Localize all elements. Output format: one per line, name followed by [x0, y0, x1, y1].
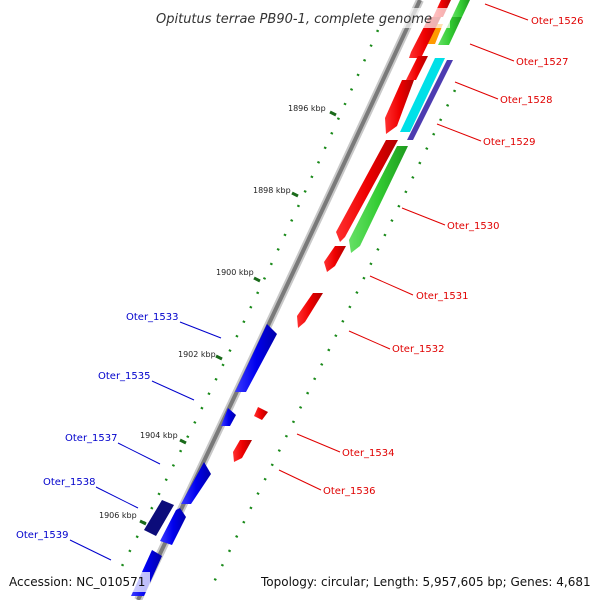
gene-oter-1538 [160, 508, 186, 545]
reverse-gene-callouts [69, 321, 222, 561]
gene-label-oter-1527[interactable]: Oter_1527 [516, 57, 569, 68]
genome-backbone [134, 0, 424, 600]
footer-backdrop-right [256, 572, 596, 592]
gene-label-oter-1536[interactable]: Oter_1536 [323, 486, 376, 497]
kbp-label: 1904 kbp [140, 431, 178, 440]
kbp-label: 1898 kbp [253, 186, 291, 195]
gene-label-oter-1529[interactable]: Oter_1529 [483, 137, 536, 148]
kbp-label: 1906 kbp [99, 511, 137, 520]
gene-label-oter-1533[interactable]: Oter_1533 [126, 312, 179, 323]
gc-content-dots [118, 29, 457, 591]
kbp-ticks [139, 110, 337, 526]
forward-genes [233, 0, 470, 462]
gene-label-oter-1539[interactable]: Oter_1539 [16, 530, 69, 541]
gene-label-oter-1532[interactable]: Oter_1532 [392, 344, 445, 355]
gene-oter-1528 [406, 56, 428, 80]
gene-oter-1530-green [349, 146, 408, 253]
kbp-label: 1896 kbp [288, 104, 326, 113]
gene-oter-1534 [254, 407, 268, 420]
gene-label-oter-1535[interactable]: Oter_1535 [98, 371, 151, 382]
gene-oter-1529-purple [407, 60, 453, 140]
map-title: Opitutus terrae PB90-1, complete genome [156, 12, 432, 27]
gene-label-oter-1534[interactable]: Oter_1534 [342, 448, 395, 459]
accession-text: Accession: NC_010571 [9, 575, 145, 589]
gene-label-oter-1537[interactable]: Oter_1537 [65, 433, 118, 444]
gene-oter-1533 [235, 324, 277, 392]
kbp-label: 1900 kbp [216, 268, 254, 277]
gene-label-oter-1530[interactable]: Oter_1530 [447, 221, 500, 232]
gene-oter-1538-dark [144, 500, 174, 536]
gene-oter-1531 [324, 246, 346, 272]
reverse-gene-labels: Oter_1533 Oter_1535 Oter_1537 Oter_1538 … [16, 312, 179, 541]
footer-backdrop-left [4, 572, 150, 592]
gene-oter-1527-green [438, 17, 462, 45]
gene-oter-1526-green [452, 0, 470, 17]
gene-oter-1537 [181, 462, 211, 504]
gene-oter-1535 [221, 408, 236, 426]
gene-label-oter-1526[interactable]: Oter_1526 [531, 16, 584, 27]
gene-oter-1528-cyan [400, 58, 445, 132]
kbp-label: 1902 kbp [178, 350, 216, 359]
kbp-tick-labels: 1896 kbp 1898 kbp 1900 kbp 1902 kbp 1904… [99, 104, 326, 520]
genome-summary-text: Topology: circular; Length: 5,957,605 bp… [260, 575, 591, 589]
gene-label-oter-1538[interactable]: Oter_1538 [43, 477, 96, 488]
gene-oter-1536 [233, 440, 252, 462]
gene-oter-1530 [336, 140, 398, 242]
title-backdrop [150, 8, 450, 28]
forward-gene-labels: Oter_1526 Oter_1527 Oter_1528 Oter_1529 … [323, 16, 584, 497]
gene-label-oter-1528[interactable]: Oter_1528 [500, 95, 553, 106]
gene-oter-1532 [297, 293, 323, 328]
gene-oter-1529 [385, 80, 414, 134]
gene-label-oter-1531[interactable]: Oter_1531 [416, 291, 469, 302]
forward-gene-callouts [278, 3, 529, 491]
